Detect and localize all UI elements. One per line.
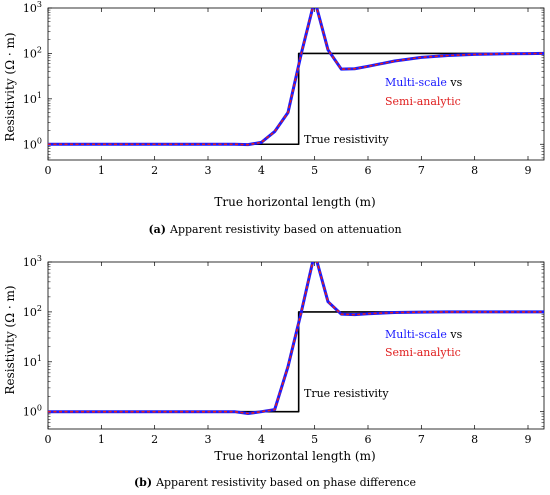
panel-b-y-tick-label-base: 10 xyxy=(23,306,37,319)
panel-a-axes-frame xyxy=(47,7,545,161)
panel-b-x-tick-label-0: 0 xyxy=(45,433,52,446)
panel-a-legend-vs: vs xyxy=(447,76,463,89)
panel-a-y-tick-label-1: 100 xyxy=(23,136,42,151)
panel-a-y-axis-title: Resistivity (Ω · m) xyxy=(3,32,17,141)
panel-b-legend-semianalytic: Semi-analytic xyxy=(385,346,461,359)
panel-a-y-tick-label-exp: 1 xyxy=(37,91,42,100)
panel-b-true-resistivity-label: True resistivity xyxy=(304,387,389,400)
panel-a-y-tick-label-base: 10 xyxy=(23,47,37,60)
panel-b-y-tick-label-100: 102 xyxy=(23,304,42,319)
panel-b-x-tick-label-1: 1 xyxy=(98,433,105,446)
panel-b-x-tick-label-2: 2 xyxy=(151,433,158,446)
panel-b-x-tick-label-9: 9 xyxy=(525,433,532,446)
panel-a-x-tick-label-1: 1 xyxy=(98,164,105,177)
panel-b-legend-line1: Multi-scale vs xyxy=(385,328,463,341)
panel-b-x-tick-label-6: 6 xyxy=(365,433,372,446)
panel-a-semi-analytic-line xyxy=(48,8,544,146)
panel-b-semi-analytic-line xyxy=(48,262,544,415)
panel-a-legend-multiscale: Multi-scale xyxy=(385,76,447,89)
panel-a-x-tick-label-5: 5 xyxy=(311,164,318,177)
panel-a-true-resistivity-label: True resistivity xyxy=(304,133,389,146)
panel-a-y-tick-label-base: 10 xyxy=(23,138,37,151)
panel-a-legend-semianalytic: Semi-analytic xyxy=(385,95,461,108)
panel-b-y-tick-label-base: 10 xyxy=(23,256,37,269)
panel-a-x-tick-label-7: 7 xyxy=(418,164,425,177)
panel-a-y-tick-label-100: 102 xyxy=(23,45,42,60)
panel-b-y-tick-label-10: 101 xyxy=(23,354,42,369)
panel-b-axes-frame xyxy=(47,261,545,430)
panel-b-x-axis-title: True horizontal length (m) xyxy=(214,449,375,463)
panel-a-y-tick-label-exp: 2 xyxy=(37,45,42,54)
panel-b-x-tick-label-8: 8 xyxy=(471,433,478,446)
panel-a-legend-line1: Multi-scale vs xyxy=(385,76,463,89)
panel-a-y-tick-label-10: 101 xyxy=(23,91,42,106)
panel-a-x-tick-label-0: 0 xyxy=(45,164,52,177)
panel-b-y-tick-label-exp: 0 xyxy=(37,404,42,413)
panel-a-caption-tag: (a) xyxy=(148,223,166,236)
panel-b-series-layer xyxy=(48,262,544,415)
panel-b-true-resistivity-line xyxy=(48,311,544,413)
panel-b-x-tick-label-3: 3 xyxy=(205,433,212,446)
panel-a-y-tick-label-base: 10 xyxy=(23,2,37,15)
panel-b-y-tick-label-1: 100 xyxy=(23,404,42,419)
panel-a-y-tick-label-base: 10 xyxy=(23,93,37,106)
panel-a-caption-text: Apparent resistivity based on attenuatio… xyxy=(169,223,402,236)
panel-a-y-tick-label-1000: 103 xyxy=(23,0,42,15)
panel-b-y-tick-label-exp: 2 xyxy=(37,304,42,313)
panel-a-x-tick-label-9: 9 xyxy=(525,164,532,177)
panel-a-x-tick-label-8: 8 xyxy=(471,164,478,177)
panel-a-y-tick-label-exp: 0 xyxy=(37,136,42,145)
panel-b-x-tick-label-7: 7 xyxy=(418,433,425,446)
panel-b-y-tick-label-exp: 1 xyxy=(37,354,42,363)
panel-a-multi-scale-line xyxy=(48,8,544,147)
panel-a-caption: (a) Apparent resistivity based on attenua… xyxy=(148,223,401,236)
panel-b-x-tick-label-4: 4 xyxy=(258,433,265,446)
panel-a-x-tick-label-6: 6 xyxy=(365,164,372,177)
panel-a-x-tick-label-4: 4 xyxy=(258,164,265,177)
panel-b-caption-tag: (b) xyxy=(134,476,152,489)
panel-b-y-tick-label-1000: 103 xyxy=(23,254,42,269)
panel-b-x-tick-label-5: 5 xyxy=(311,433,318,446)
panel-a-x-axis-title: True horizontal length (m) xyxy=(214,195,375,209)
panel-b-y-tick-label-exp: 3 xyxy=(37,254,42,263)
panel-b-y-tick-label-base: 10 xyxy=(23,356,37,369)
panel-a-true-resistivity-line xyxy=(48,52,544,146)
panel-b-y-axis-title: Resistivity (Ω · m) xyxy=(3,285,17,394)
panel-b-legend-vs: vs xyxy=(447,328,463,341)
panel-b-multi-scale-line xyxy=(48,262,544,415)
panel-a-series-layer xyxy=(48,8,544,147)
panel-a-x-tick-label-2: 2 xyxy=(151,164,158,177)
panel-b-caption: (b) Apparent resistivity based on phase d… xyxy=(134,476,416,489)
panel-a-y-tick-label-exp: 3 xyxy=(37,0,42,9)
panel-a-x-tick-label-3: 3 xyxy=(205,164,212,177)
panel-b-caption-text: Apparent resistivity based on phase diff… xyxy=(155,476,416,489)
panel-b-y-tick-label-base: 10 xyxy=(23,406,37,419)
panel-b-legend-multiscale: Multi-scale xyxy=(385,328,447,341)
